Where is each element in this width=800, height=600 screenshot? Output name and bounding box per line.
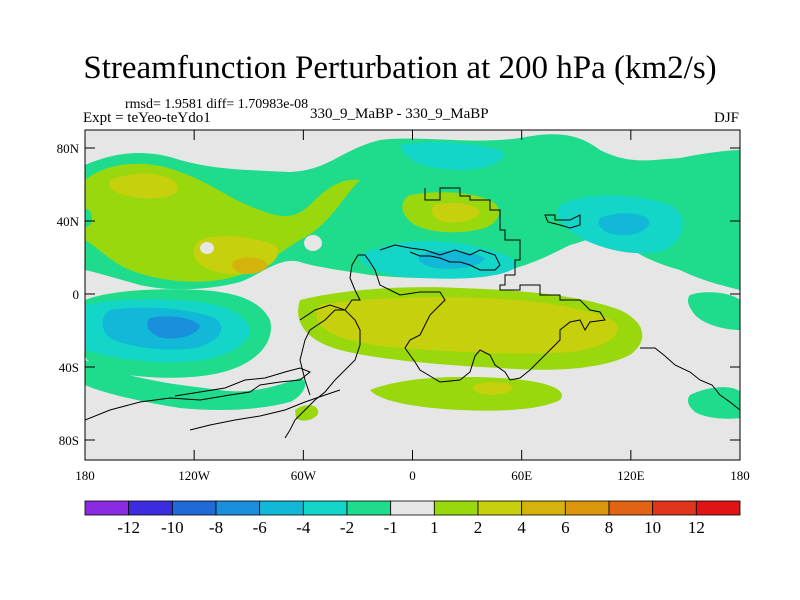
season-label: DJF — [713, 110, 739, 126]
y-axis: 80N 40N 0 40S 80S — [57, 141, 740, 448]
contour-south-small — [295, 405, 319, 421]
contour-hole-b — [304, 235, 322, 251]
colorbar-swatch — [390, 500, 435, 516]
colorbar-label: 10 — [644, 518, 661, 537]
colorbar-label: -4 — [296, 518, 311, 537]
y-tick-label: 0 — [73, 287, 80, 302]
coastline-antarctic-south — [189, 389, 341, 431]
y-tick-label: 80S — [59, 433, 79, 448]
colorbar-label: -6 — [253, 518, 267, 537]
coastline-south-america — [284, 304, 361, 439]
colorbar-swatch — [128, 500, 173, 516]
coastlines — [85, 187, 740, 439]
x-tick-label: 0 — [409, 468, 416, 483]
coastline-eurasia-africa — [299, 187, 606, 396]
stats-line: rmsd= 1.9581 diff= 1.70983e-08 — [125, 97, 309, 112]
colorbar-swatch — [433, 500, 479, 516]
colorbar-label: 1 — [430, 518, 439, 537]
coastline-antarctic-east — [640, 347, 740, 430]
colorbar-swatch — [652, 500, 697, 516]
contour-hole-c — [85, 209, 92, 227]
x-tick-label: 180 — [75, 468, 95, 483]
colorbar: -12 -10 -8 -6 -4 -2 -1 1 2 4 6 8 10 12 — [84, 500, 741, 537]
colorbar-swatch — [477, 500, 523, 516]
colorbar-label: 6 — [561, 518, 570, 537]
colorbar-swatch — [171, 500, 217, 516]
colorbar-swatch — [259, 500, 304, 516]
colorbar-swatch — [521, 500, 566, 516]
contour-north-negative-a — [400, 142, 504, 170]
coastline-asia-east — [544, 214, 581, 229]
contour-hole-a — [200, 242, 214, 254]
contour-south-positive-2 — [316, 297, 618, 354]
colorbar-label: -8 — [209, 518, 223, 537]
contour-south-negative-4 — [147, 316, 200, 339]
x-tick-label: 120W — [178, 468, 211, 483]
contour-north-strong — [232, 257, 268, 275]
colorbar-label: 4 — [517, 518, 526, 537]
experiment-label: Expt = teYeo-teYdo1 — [83, 110, 211, 126]
colorbar-swatch — [346, 500, 392, 516]
colorbar-swatch — [302, 500, 348, 516]
x-tick-label: 180 — [730, 468, 750, 483]
contour-south-lower-2 — [370, 376, 562, 411]
colorbar-label: -12 — [117, 518, 140, 537]
y-tick-label: 40N — [57, 214, 80, 229]
colorbar-label: -10 — [161, 518, 184, 537]
contour-south-east-2 — [687, 292, 740, 330]
coastline-europe — [379, 244, 501, 271]
x-axis: 180 120W 60W 0 60E 120E 180 — [75, 130, 750, 483]
contour-north-mid-positive-2 — [431, 202, 480, 223]
x-tick-label: 60W — [291, 468, 317, 483]
x-tick-label: 120E — [617, 468, 645, 483]
colorbar-label: 2 — [474, 518, 483, 537]
chart-title: Streamfunction Perturbation at 200 hPa (… — [83, 50, 717, 86]
y-tick-label: 40S — [59, 360, 79, 375]
colorbar-swatch — [695, 500, 741, 516]
contour-south-lower — [85, 360, 306, 410]
colorbar-label: -1 — [384, 518, 398, 537]
colorbar-label: 12 — [688, 518, 705, 537]
colorbar-swatch — [564, 500, 610, 516]
contour-fields — [85, 134, 740, 421]
y-tick-label: 80N — [57, 141, 80, 156]
colorbar-swatch — [608, 500, 654, 516]
colorbar-swatch — [215, 500, 261, 516]
colorbar-label: -2 — [340, 518, 354, 537]
contour-north-positive-2 — [109, 173, 279, 275]
colorbar-label: 8 — [605, 518, 614, 537]
colorbar-swatch — [84, 500, 130, 516]
coastline-antarctic-west — [85, 367, 311, 421]
contour-south-east — [687, 387, 740, 419]
x-tick-label: 60E — [511, 468, 532, 483]
contour-north-negative-c — [598, 213, 650, 236]
contour-south-lower-3 — [473, 382, 513, 395]
comparison-label: 330_9_MaBP - 330_9_MaBP — [310, 106, 489, 122]
